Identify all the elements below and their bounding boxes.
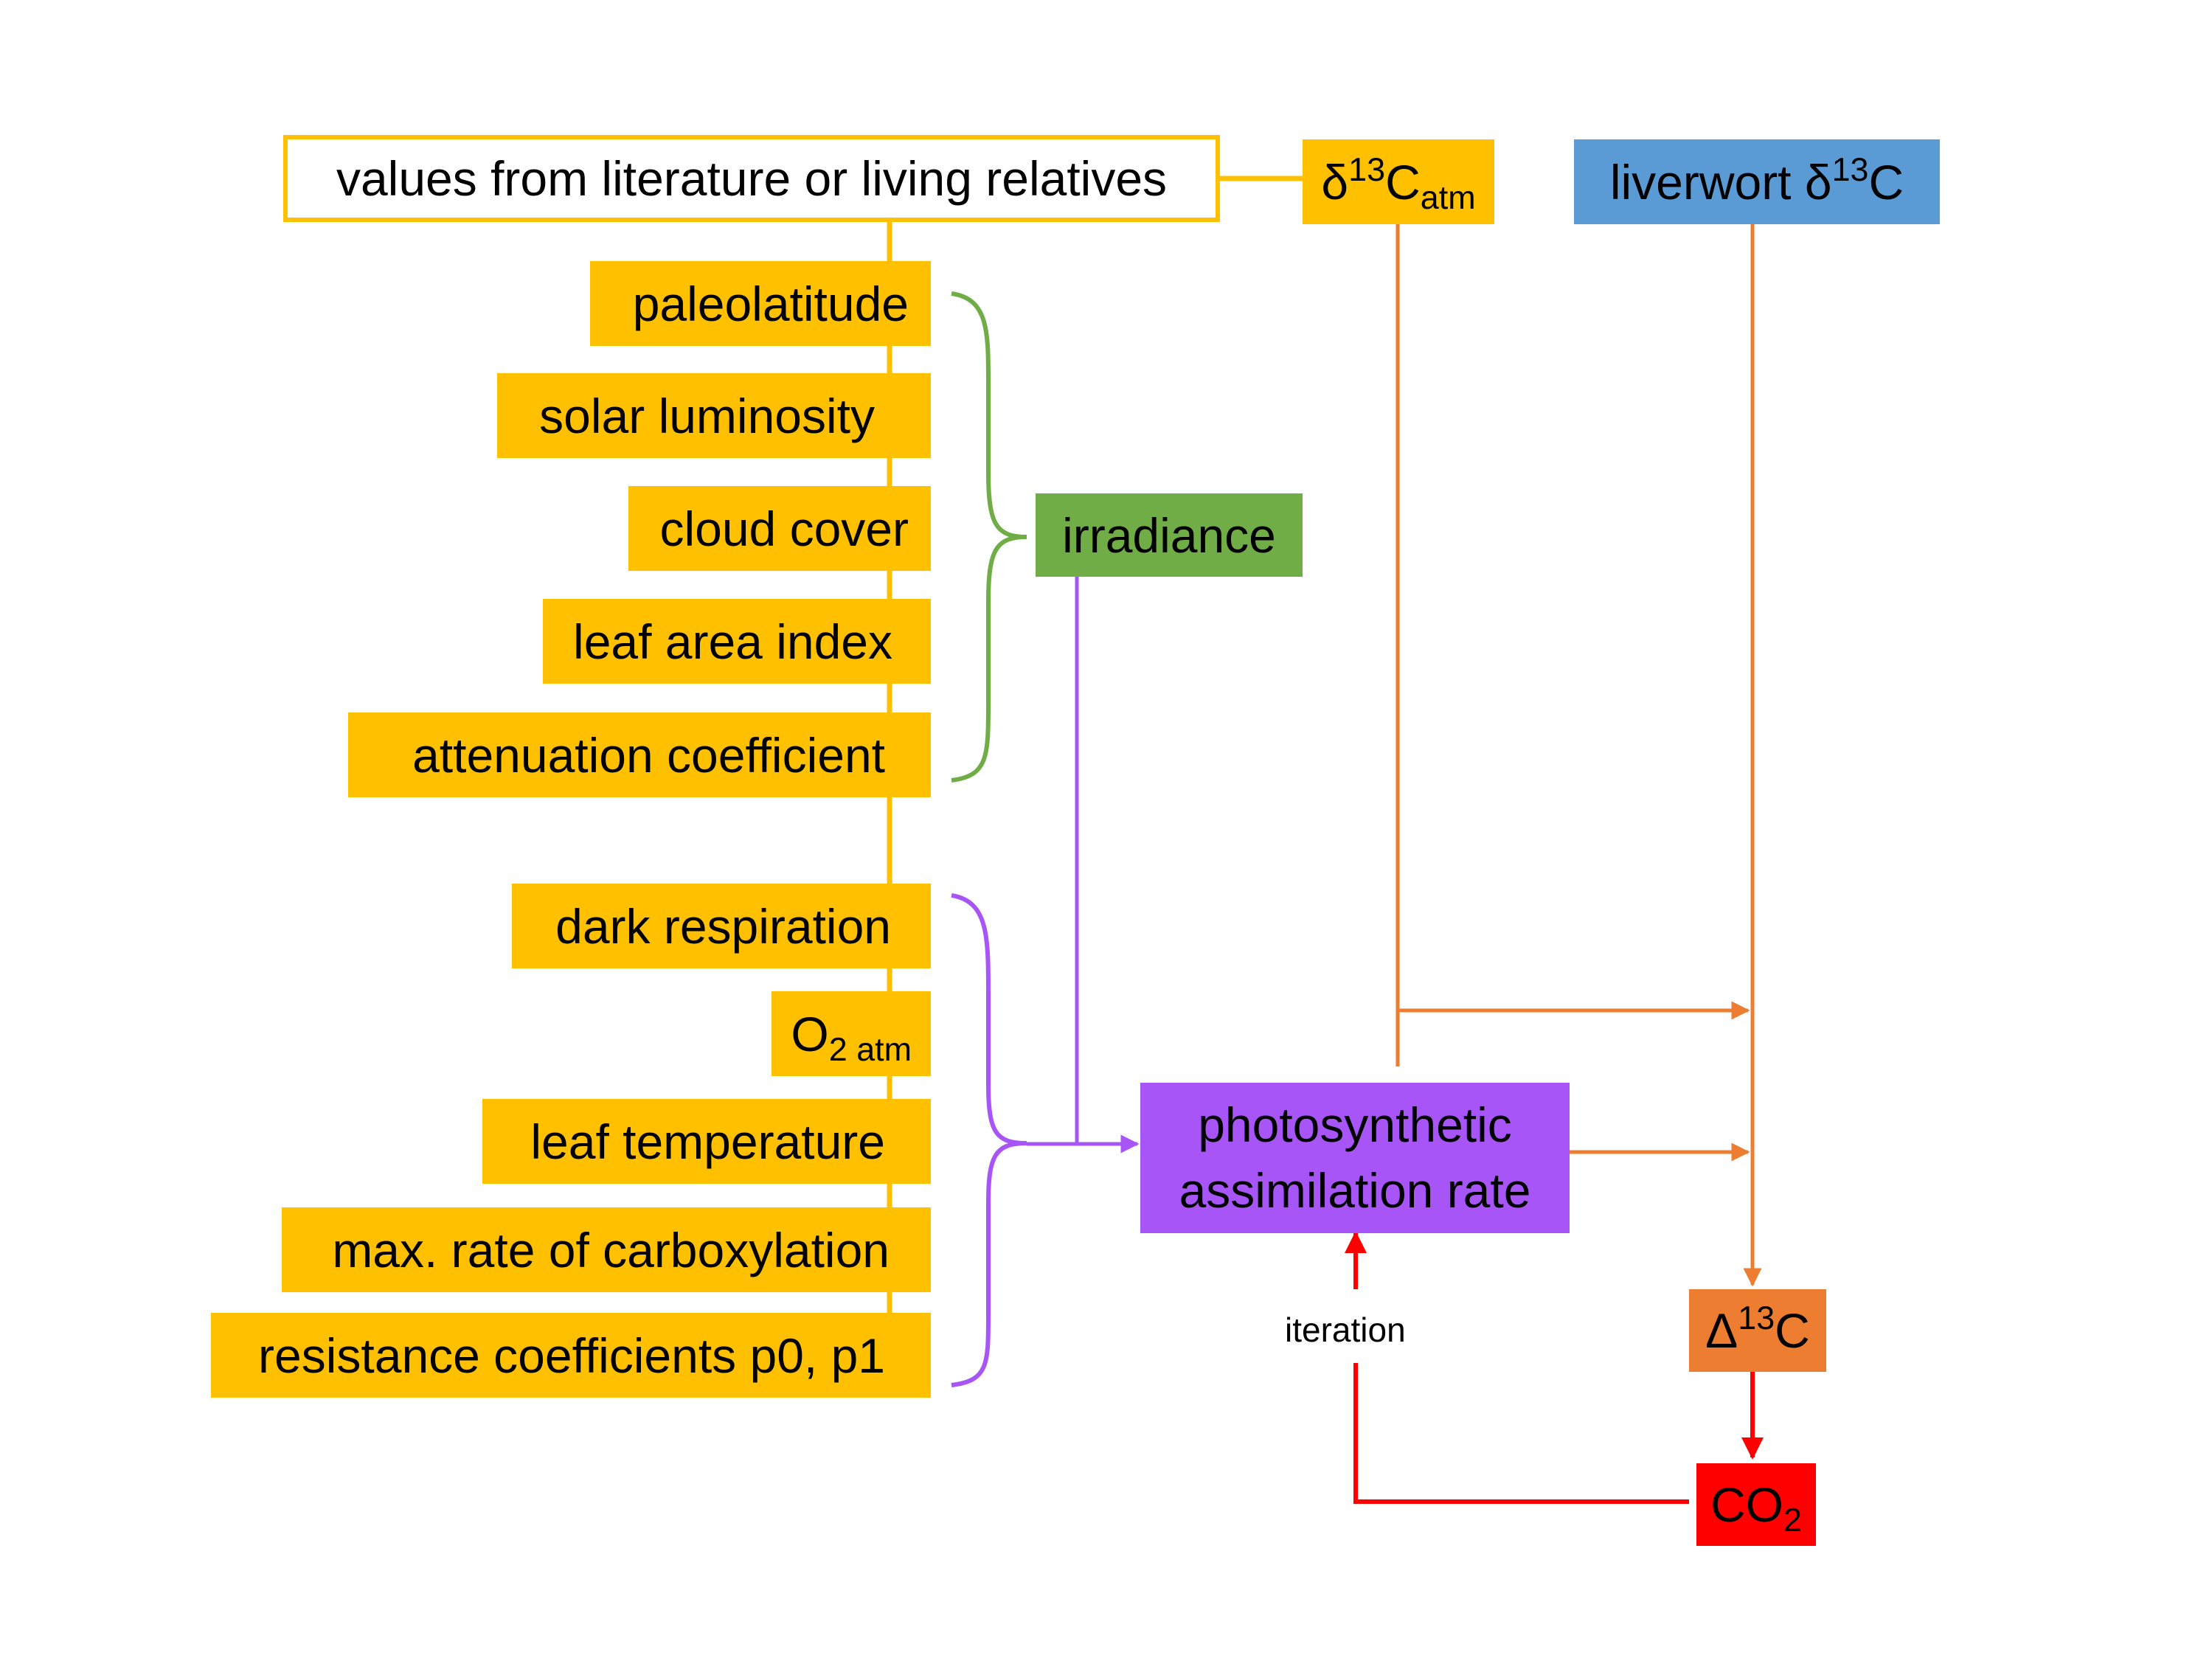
photosynthesis-line2: assimilation rate: [1179, 1163, 1531, 1218]
max-carboxylation-box: max. rate of carboxylation: [282, 1207, 931, 1292]
discrimination-label: Δ13C: [1705, 1299, 1810, 1358]
solar-luminosity-label: solar luminosity: [539, 388, 875, 443]
leaf-area-index-label: leaf area index: [573, 614, 892, 669]
irradiance-label: irradiance: [1062, 507, 1276, 563]
dark-respiration-label: dark respiration: [555, 898, 891, 954]
cloud-cover-label: cloud cover: [659, 501, 909, 556]
atm-isotope-box: δ13Catm: [1303, 139, 1494, 224]
leaf-area-index-box: leaf area index: [543, 599, 931, 684]
photosynthesis-line1: photosynthetic: [1198, 1097, 1512, 1152]
paleolatitude-box: paleolatitude: [590, 261, 931, 346]
solar-luminosity-box: solar luminosity: [497, 373, 931, 458]
cloud-cover-box: cloud cover: [628, 486, 931, 571]
o2-atm-box: O2 atm: [772, 991, 931, 1076]
liverwort-isotope-box: liverwort δ13C: [1574, 139, 1940, 224]
irradiance-bracket: [951, 291, 1027, 783]
atm-isotope-label: δ13Catm: [1321, 150, 1476, 216]
leaf-temperature-box: leaf temperature: [482, 1099, 931, 1184]
dark-respiration-box: dark respiration: [512, 884, 931, 968]
literature-source-box: values from literature or living relativ…: [283, 135, 1220, 222]
o2-atm-label: O2 atm: [791, 1006, 912, 1068]
paleolatitude-label: paleolatitude: [632, 276, 909, 331]
co2-box: CO2: [1696, 1463, 1816, 1546]
co2-label: CO2: [1710, 1477, 1802, 1539]
literature-source-label: values from literature or living relativ…: [336, 151, 1168, 206]
irradiance-box: irradiance: [1036, 493, 1303, 577]
discrimination-box: Δ13C: [1689, 1289, 1826, 1372]
photosynthesis-box: photosynthetic assimilation rate: [1140, 1083, 1570, 1233]
resistance-coefficients-label: resistance coefficients p0, p1: [258, 1328, 885, 1383]
assimilation-bracket: [951, 893, 1027, 1387]
liverwort-isotope-label: liverwort δ13C: [1609, 150, 1904, 209]
max-carboxylation-label: max. rate of carboxylation: [332, 1222, 890, 1277]
attenuation-coefficient-label: attenuation coefficient: [412, 727, 885, 783]
resistance-coefficients-box: resistance coefficients p0, p1: [211, 1313, 931, 1398]
iteration-label: iteration: [1285, 1311, 1406, 1349]
iteration-loop-line: [1353, 1363, 1689, 1504]
attenuation-coefficient-box: attenuation coefficient: [348, 712, 931, 797]
leaf-temperature-label: leaf temperature: [530, 1114, 885, 1169]
